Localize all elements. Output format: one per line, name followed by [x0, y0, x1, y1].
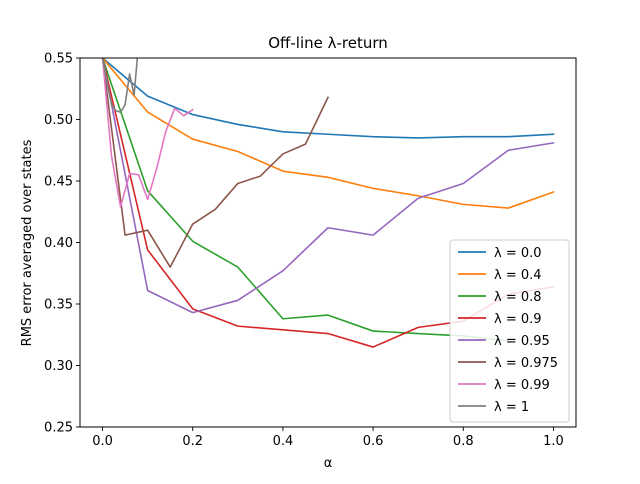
legend-label: λ = 0.95: [494, 334, 550, 349]
y-axis-label: RMS error averaged over states: [20, 139, 35, 346]
y-axis: 0.25 0.30 0.35 0.40 0.45 0.50 0.55: [44, 52, 80, 436]
legend-box: [449, 239, 570, 423]
series-line-5: [101, 58, 330, 268]
legend-label: λ = 0.8: [494, 290, 542, 305]
y-tick-label: 0.55: [44, 52, 73, 67]
y-tick-label: 0.45: [44, 175, 73, 190]
x-axis: 0.0 0.2 0.4 0.6 0.8 1.0: [92, 427, 564, 449]
series-line-1: [101, 58, 555, 209]
y-tick-label: 0.50: [44, 113, 73, 128]
legend-label: λ = 1: [494, 400, 529, 415]
legend-label: λ = 0.4: [494, 268, 542, 283]
series-line-2: [101, 58, 510, 342]
x-tick-label: 0.4: [273, 434, 294, 449]
x-tick-label: 0.8: [453, 434, 474, 449]
series-line-6: [101, 58, 194, 208]
legend-label: λ = 0.975: [494, 356, 558, 371]
series-line-4: [101, 58, 555, 314]
legend-label: λ = 0.99: [494, 378, 550, 393]
x-axis-label: α: [324, 456, 333, 471]
x-tick-label: 0.2: [182, 434, 203, 449]
x-tick-label: 0.0: [92, 434, 113, 449]
y-tick-label: 0.30: [44, 359, 73, 374]
legend-label: λ = 0.0: [494, 246, 542, 261]
x-tick-label: 0.6: [363, 434, 384, 449]
x-tick-label: 1.0: [543, 434, 564, 449]
y-tick-label: 0.25: [44, 421, 73, 436]
series-line-0: [101, 58, 555, 139]
chart-title: Off-line λ-return: [268, 34, 388, 52]
legend: λ = 0.0 λ = 0.4 λ = 0.8 λ = 0.9 λ = 0.95 λ = …: [449, 239, 570, 423]
series-line-7: [101, 58, 139, 113]
y-tick-label: 0.35: [44, 298, 73, 313]
legend-label: λ = 0.9: [494, 312, 542, 327]
y-tick-label: 0.40: [44, 236, 73, 251]
